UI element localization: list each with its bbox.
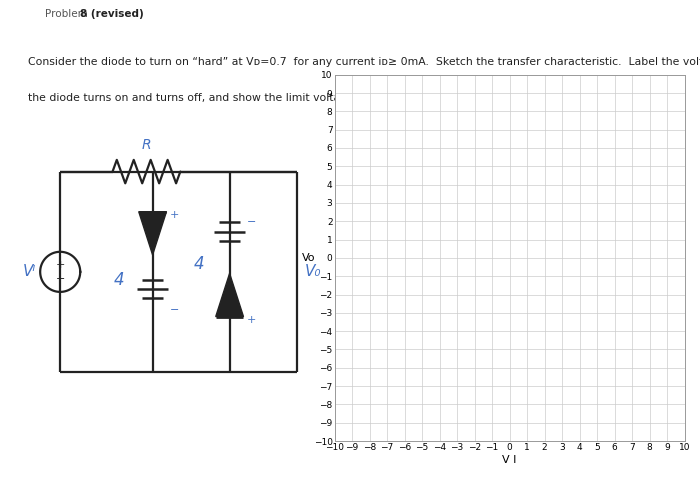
Text: V₀: V₀	[304, 264, 321, 280]
Text: 8 (revised): 8 (revised)	[80, 9, 144, 19]
Text: Vᴵ: Vᴵ	[23, 264, 36, 280]
Text: the diode turns on and turns off, and show the limit voltage.: the diode turns on and turns off, and sh…	[28, 93, 357, 103]
Text: −: −	[169, 306, 179, 315]
Text: 4: 4	[193, 255, 204, 273]
Polygon shape	[139, 212, 167, 255]
Text: Consider the diode to turn on “hard” at Vᴅ=0.7  for any current iᴅ≥ 0mA.  Sketch: Consider the diode to turn on “hard” at …	[28, 56, 700, 67]
Text: R: R	[141, 137, 151, 151]
Text: +: +	[169, 210, 179, 220]
Text: −: −	[246, 217, 256, 228]
Text: +: +	[246, 315, 256, 325]
Text: +: +	[55, 260, 65, 270]
Y-axis label: Vo: Vo	[302, 253, 315, 263]
Text: −: −	[55, 274, 65, 283]
Text: 4: 4	[113, 270, 124, 289]
Text: Problem: Problem	[46, 9, 88, 19]
X-axis label: V I: V I	[503, 455, 517, 465]
Polygon shape	[216, 273, 244, 317]
